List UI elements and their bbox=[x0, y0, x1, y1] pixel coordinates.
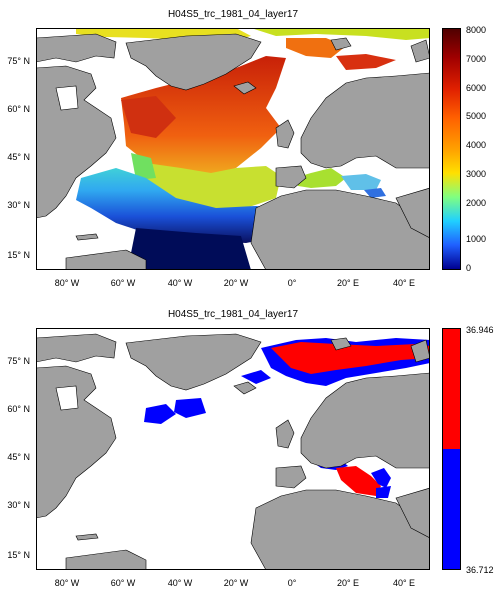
tracer-threshold-field bbox=[144, 338, 430, 498]
lat-label: 30° N bbox=[7, 200, 30, 210]
colorbar-tick: 1000 bbox=[466, 234, 487, 244]
lon-label: 40° E bbox=[392, 278, 416, 288]
lat-label: 15° N bbox=[7, 550, 30, 560]
top-map-plot bbox=[36, 28, 430, 270]
colorbar-tick: 36.712 bbox=[466, 565, 494, 575]
lon-label: 40° W bbox=[167, 278, 193, 288]
colorbar-tick: 0 bbox=[466, 263, 472, 273]
colorbar-tick: 8000 bbox=[466, 25, 487, 35]
lat-label: 60° N bbox=[7, 404, 30, 414]
lon-label: 80° W bbox=[54, 278, 80, 288]
bottom-map-plot bbox=[36, 328, 430, 570]
lat-label: 75° N bbox=[7, 56, 30, 66]
lon-label: 0° bbox=[287, 578, 297, 588]
lat-label: 30° N bbox=[7, 500, 30, 510]
bottom-map-title: H04S5_trc_1981_04_layer17 bbox=[167, 309, 299, 320]
top-colorbar bbox=[442, 28, 461, 270]
lon-label: 60° W bbox=[110, 278, 136, 288]
bottom-map-panel: H04S5_trc_1981_04_layer17 bbox=[0, 300, 500, 600]
top-map-panel: H04S5_trc_1981_04_layer17 bbox=[7, 9, 487, 288]
lat-label: 45° N bbox=[7, 152, 30, 162]
lon-label: 80° W bbox=[54, 578, 80, 588]
colorbar-tick: 36.946 bbox=[466, 325, 494, 335]
lon-label: 20° W bbox=[223, 278, 249, 288]
lon-label: 0° bbox=[287, 278, 297, 288]
lon-label: 40° W bbox=[167, 578, 193, 588]
colorbar-tick: 5000 bbox=[466, 111, 487, 121]
colorbar-tick: 3000 bbox=[466, 169, 487, 179]
colorbar-tick: 7000 bbox=[466, 54, 487, 64]
colorbar-tick: 6000 bbox=[466, 83, 487, 93]
bottom-colorbar bbox=[442, 328, 461, 570]
tracer-field bbox=[76, 28, 430, 270]
lon-label: 40° E bbox=[392, 578, 416, 588]
lon-label: 20° W bbox=[223, 578, 249, 588]
lon-label: 20° E bbox=[336, 578, 360, 588]
top-map-title: H04S5_trc_1981_04_layer17 bbox=[167, 9, 299, 20]
lon-label: 60° W bbox=[110, 578, 136, 588]
land-masses bbox=[36, 33, 430, 270]
land-masses bbox=[36, 333, 430, 570]
lat-label: 75° N bbox=[7, 356, 30, 366]
lat-label: 45° N bbox=[7, 452, 30, 462]
lat-label: 15° N bbox=[7, 250, 30, 260]
lat-label: 60° N bbox=[7, 104, 30, 114]
lon-label: 20° E bbox=[336, 278, 360, 288]
colorbar-tick: 2000 bbox=[466, 198, 487, 208]
colorbar-tick: 4000 bbox=[466, 140, 487, 150]
